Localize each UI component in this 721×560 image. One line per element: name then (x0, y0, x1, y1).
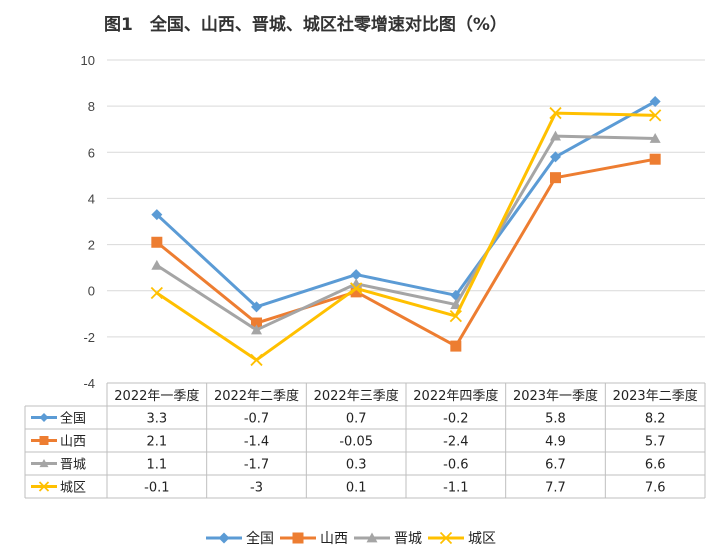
row-series-name: 山西 (60, 435, 86, 450)
table-cell: 5.8 (545, 412, 566, 427)
category-label: 2022年一季度 (114, 388, 199, 404)
data-point-stroke (439, 531, 453, 545)
table-cell: 0.3 (346, 458, 367, 473)
data-point-stroke (549, 106, 562, 120)
row-series-name: 晋城 (60, 458, 86, 473)
data-point (39, 436, 49, 445)
data-point (151, 209, 163, 221)
table-cell: 1.1 (146, 458, 167, 473)
category-label: 2023年二季度 (613, 388, 698, 404)
table-cell: -0.05 (339, 435, 373, 450)
data-point (550, 151, 561, 163)
table-cell: -1.7 (244, 458, 269, 473)
table-cell: 8.2 (645, 412, 666, 427)
category-label: 2023年一季度 (513, 388, 598, 404)
category-label: 2022年三季度 (314, 388, 399, 404)
table-cell: 6.6 (645, 458, 666, 473)
table-cell: -0.6 (443, 458, 468, 473)
table-cell: -3 (250, 481, 263, 496)
table-cell: -1.1 (443, 481, 468, 496)
data-point (649, 132, 661, 143)
data-point (450, 340, 462, 352)
legend-label: 晋城 (394, 531, 422, 547)
data-point (350, 269, 362, 281)
table-cell: 0.7 (346, 412, 367, 427)
category-label: 2022年二季度 (214, 388, 299, 404)
y-tick-label: 6 (88, 145, 95, 160)
data-point (450, 299, 462, 309)
y-tick-label: 10 (81, 53, 95, 68)
row-series-name: 城区 (60, 481, 86, 496)
table-cell: 5.7 (645, 435, 666, 450)
data-point (39, 459, 49, 468)
legend-label: 全国 (246, 530, 274, 547)
data-point (366, 532, 378, 543)
data-point-stroke (250, 353, 263, 367)
data-point (251, 301, 262, 313)
table-cell: -0.2 (443, 412, 468, 427)
data-point (251, 317, 262, 329)
series-lines (150, 96, 662, 367)
series-line (155, 157, 656, 348)
category-label: 2022年四季度 (413, 388, 498, 404)
data-point (218, 532, 230, 544)
y-tick-label: 8 (88, 99, 95, 114)
data-point-stroke (350, 282, 363, 295)
series-line (155, 100, 656, 309)
data-point (649, 153, 661, 165)
data-point (151, 236, 163, 248)
data-point-stroke (649, 109, 662, 122)
series-line (156, 134, 656, 332)
data-point-stroke (38, 481, 50, 492)
table-cell: 2.1 (146, 435, 167, 450)
row-series-name: 全国 (60, 411, 86, 427)
y-tick-label: 0 (88, 284, 95, 299)
data-point (250, 353, 263, 367)
legend-label: 城区 (468, 531, 496, 547)
data-point-stroke (449, 309, 462, 323)
data-point (292, 532, 304, 544)
data-point (549, 106, 562, 120)
y-tick-label: 4 (88, 191, 95, 206)
data-point (649, 109, 662, 122)
y-tick-label: -4 (83, 376, 95, 391)
table-cell: 4.9 (545, 435, 566, 450)
data-point (150, 286, 163, 300)
table-cell: -0.1 (144, 481, 169, 496)
data-point (39, 413, 49, 422)
data-point (251, 324, 262, 335)
legend: 全国 山西 晋城 城区 (206, 530, 496, 547)
series-line (155, 111, 656, 362)
table-cell: 7.6 (645, 481, 666, 496)
chart-title: 图1 全国、山西、晋城、城区社零增速对比图（%） (104, 14, 507, 35)
grid-lines (107, 59, 705, 384)
data-point (550, 130, 561, 141)
table-cell: 6.7 (545, 458, 566, 473)
data-point (550, 172, 561, 184)
y-axis-ticks: -4 -2 0 2 4 6 8 10 (81, 53, 95, 391)
data-point (151, 259, 163, 270)
table-cell: -2.4 (443, 435, 468, 450)
table-cell: 7.7 (545, 481, 566, 496)
y-tick-label: -2 (83, 330, 95, 345)
data-point (38, 481, 50, 492)
table-cell: 3.3 (146, 412, 167, 427)
data-point (439, 531, 453, 545)
y-tick-label: 2 (88, 238, 95, 253)
data-point-stroke (150, 286, 163, 300)
data-table: 2022年一季度 2022年二季度 2022年三季度 2022年四季度 2023年一季度… (24, 382, 706, 499)
table-cell: 0.1 (346, 481, 367, 496)
data-point (449, 309, 462, 323)
table-cell: -1.4 (244, 435, 269, 450)
table-cell: -0.7 (244, 412, 269, 427)
data-point (350, 282, 363, 295)
legend-label: 山西 (320, 531, 348, 547)
data-point (649, 96, 661, 108)
data-point (350, 286, 362, 298)
